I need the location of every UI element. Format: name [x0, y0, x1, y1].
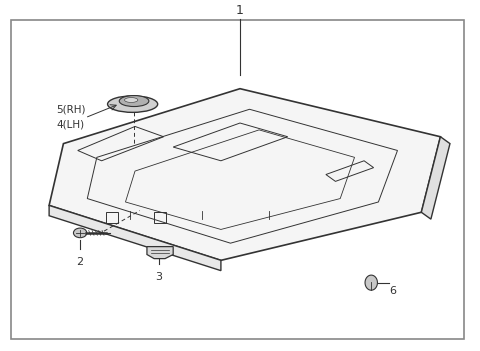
Ellipse shape — [73, 228, 87, 238]
Text: 6: 6 — [389, 286, 396, 296]
Text: 4(LH): 4(LH) — [56, 120, 84, 130]
Text: 5(RH): 5(RH) — [56, 104, 86, 114]
Polygon shape — [147, 247, 173, 259]
Ellipse shape — [124, 98, 138, 102]
Text: 2: 2 — [77, 257, 84, 267]
Polygon shape — [421, 137, 450, 219]
Polygon shape — [49, 89, 441, 260]
Polygon shape — [49, 205, 221, 271]
Ellipse shape — [119, 95, 149, 107]
Ellipse shape — [108, 96, 157, 112]
Polygon shape — [365, 275, 377, 290]
Text: 1: 1 — [236, 4, 244, 16]
Text: 3: 3 — [156, 272, 162, 282]
